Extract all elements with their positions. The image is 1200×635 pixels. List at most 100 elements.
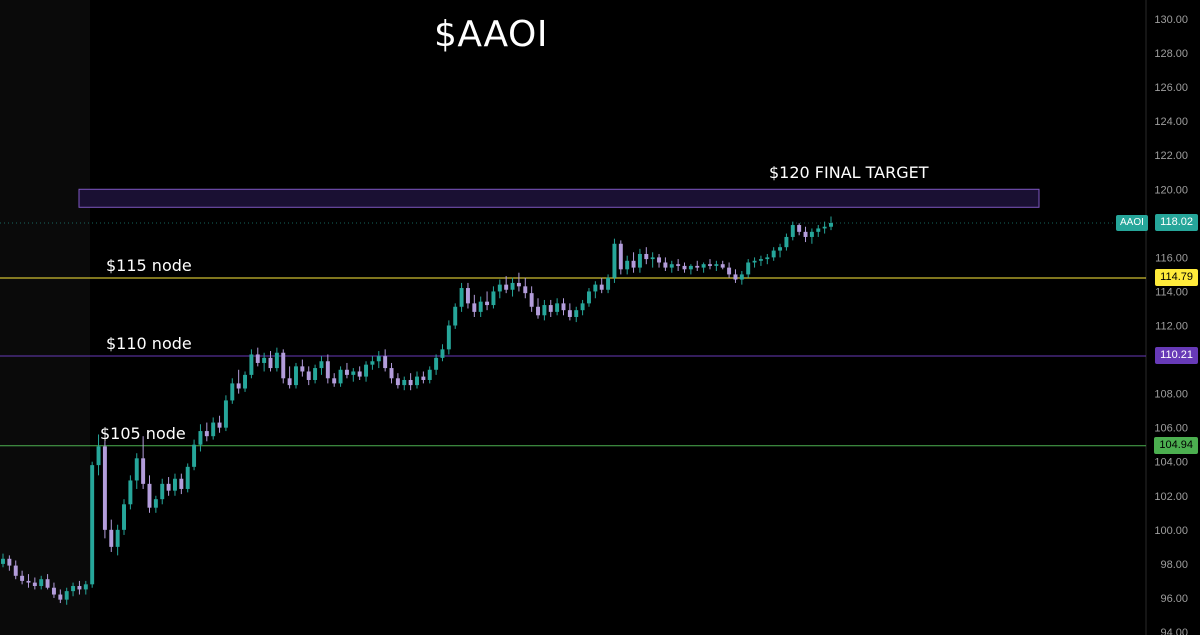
candle (555, 298, 560, 316)
candle-body (504, 284, 509, 290)
target-zone-label: $120 FINAL TARGET (769, 163, 929, 183)
candle-body (599, 284, 604, 290)
candle-body (77, 586, 82, 590)
candle (294, 362, 298, 389)
candle (752, 257, 757, 268)
candle-body (510, 282, 515, 290)
candle (561, 298, 566, 316)
candle (58, 589, 63, 604)
candle (300, 359, 305, 377)
candle (771, 247, 776, 261)
candle (797, 223, 802, 236)
y-tick-label: 98.00 (1160, 559, 1188, 571)
candle-body (408, 379, 413, 386)
candle-body (567, 310, 572, 317)
candle-body (319, 361, 324, 369)
candle-body (516, 282, 521, 287)
candle-body (223, 400, 228, 428)
candle (370, 356, 375, 370)
y-tick-label: 104.00 (1154, 457, 1188, 469)
candle (45, 574, 50, 590)
candle (688, 264, 693, 275)
candle-body (720, 264, 725, 268)
candle-body (153, 499, 158, 508)
candle-body (758, 259, 763, 261)
candle-body (497, 284, 502, 292)
candle (1, 553, 5, 568)
candle-body (657, 257, 662, 263)
candle-body (179, 478, 184, 489)
candle (459, 282, 464, 312)
candle (529, 286, 534, 312)
candle-body (733, 274, 738, 280)
candle (816, 225, 821, 237)
candle (778, 243, 783, 258)
candle (102, 441, 107, 539)
candles-group (1, 216, 833, 605)
candle-body (166, 483, 171, 491)
candle (765, 253, 770, 265)
candle-body (20, 575, 25, 581)
candle (109, 519, 114, 552)
candle (536, 298, 540, 319)
candle (644, 247, 649, 265)
y-tick-label: 120.00 (1154, 184, 1188, 196)
candle-body (64, 591, 69, 600)
candle (128, 475, 133, 510)
candle (319, 356, 324, 375)
candle (637, 248, 642, 273)
candle-body (71, 586, 76, 592)
candle (211, 417, 216, 440)
candle-body (816, 228, 821, 232)
candle-body (160, 483, 165, 500)
candle-body (688, 265, 693, 270)
candle-body (555, 303, 560, 312)
candle-body (459, 288, 464, 307)
candle-body (395, 378, 400, 386)
candle-body (115, 529, 120, 547)
candle-body (147, 483, 152, 508)
candle (746, 259, 751, 278)
candle (351, 368, 356, 382)
candle-body (784, 236, 789, 248)
candle-body (829, 222, 833, 227)
candle-body (109, 529, 114, 547)
last-price-tag: 118.02 (1155, 214, 1198, 232)
candle (809, 228, 814, 244)
candle-body (453, 306, 458, 326)
candle (134, 453, 139, 489)
candle (593, 281, 598, 299)
level-label-110: $110 node (106, 333, 192, 353)
y-tick-label: 116.00 (1155, 252, 1188, 264)
target-zone-rect (78, 188, 1040, 208)
level-price-tag-105: 104.94 (1154, 437, 1198, 455)
candle-body (701, 264, 706, 268)
candle-body (13, 565, 18, 576)
candle (453, 303, 458, 329)
candle (281, 349, 286, 384)
candle-body (217, 422, 222, 428)
y-tick-label: 130.00 (1154, 14, 1188, 26)
candle (402, 376, 407, 391)
candle-body (529, 293, 534, 307)
candle (440, 344, 445, 362)
candle-body (58, 594, 63, 600)
candle (485, 291, 490, 311)
candle-body (243, 374, 248, 389)
candle-body (586, 291, 591, 304)
candle (7, 555, 12, 571)
candle-body (332, 378, 337, 384)
candle (612, 238, 617, 283)
symbol-tag: AAOI (1116, 214, 1148, 231)
candle (383, 349, 388, 372)
candle (542, 299, 547, 321)
candle (20, 570, 25, 585)
candle (96, 434, 101, 476)
candle-body (739, 274, 744, 280)
level-price-tag-115: 114.79 (1155, 269, 1198, 287)
y-tick-label: 106.00 (1154, 423, 1188, 435)
candle (676, 259, 681, 272)
candle-body (325, 361, 330, 379)
candle-body (402, 379, 407, 386)
